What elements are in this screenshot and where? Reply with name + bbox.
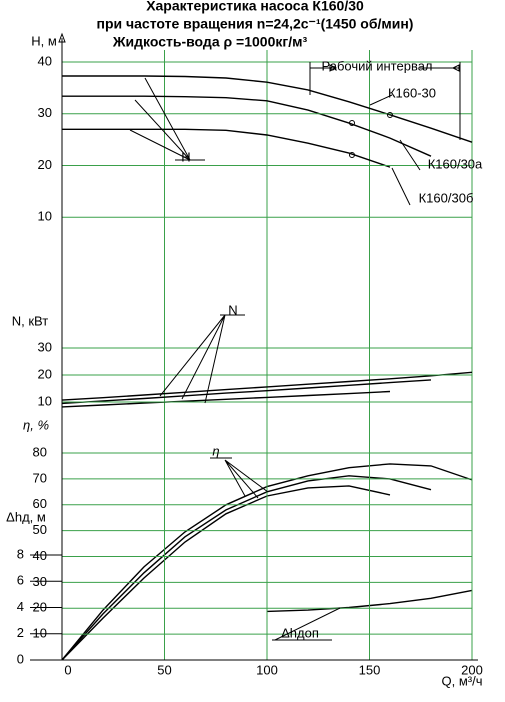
curve	[62, 95, 432, 157]
annotation-leaders	[58, 32, 478, 661]
y2-tick-label: 0	[17, 651, 24, 666]
y-tick-label: 20	[33, 600, 47, 615]
curve	[61, 379, 432, 405]
y-tick-label: 30	[38, 105, 52, 120]
y2-tick-label: 4	[17, 599, 24, 614]
y-tick-label: 70	[33, 470, 47, 485]
y-axis-label: N, кВт	[12, 313, 49, 328]
series-label: К160-30	[388, 85, 436, 100]
y2-tick-label: 6	[17, 573, 24, 588]
curve	[61, 485, 391, 661]
curve	[61, 475, 432, 661]
annotation: H	[181, 149, 190, 164]
y2-axis-label: Δhд, м	[6, 509, 46, 524]
curve	[61, 371, 473, 401]
y-tick-label: 30	[38, 339, 52, 354]
series-label: К160/30а	[428, 156, 483, 171]
y-tick-label: 20	[38, 157, 52, 172]
x-tick-label: 0	[64, 662, 71, 677]
y-tick-label: 40	[38, 53, 52, 68]
curve	[62, 75, 473, 143]
chart-subtitle: Жидкость-вода ρ =1000кг/м³	[112, 34, 308, 50]
y-tick-label: 10	[38, 393, 52, 408]
x-axis-label: Q, м³/ч	[442, 673, 483, 688]
y-tick-label: 40	[33, 548, 47, 563]
annotation: η	[212, 443, 219, 458]
x-tick-label: 50	[157, 662, 171, 677]
y-axis-label: η, %	[23, 417, 49, 432]
x-tick-label: 150	[359, 662, 381, 677]
annotation: N	[228, 302, 237, 317]
y-tick-label: 10	[33, 626, 47, 641]
y-tick-label: 60	[33, 496, 47, 511]
series-label: К160/30б	[419, 190, 474, 205]
y-axis-label: H, м	[31, 33, 57, 48]
chart-title: Характеристика насоса К160/30	[146, 0, 364, 14]
y-tick-label: 30	[33, 574, 47, 589]
curve	[61, 390, 391, 408]
y-tick-label: 20	[38, 366, 52, 381]
y-tick-label: 50	[33, 522, 47, 537]
chart-subtitle: при частоте вращения n=24,2с⁻¹(1450 об/м…	[97, 16, 414, 32]
annotation: Рабочий интервал	[321, 58, 432, 73]
y2-tick-label: 2	[17, 625, 24, 640]
y-tick-label: 10	[38, 209, 52, 224]
y2-tick-label: 8	[17, 546, 24, 561]
x-tick-label: 100	[256, 662, 278, 677]
curve	[62, 128, 391, 168]
x-tick-label: 200	[461, 662, 483, 677]
annotation: Δhдоп	[281, 625, 319, 640]
y-tick-label: 80	[33, 444, 47, 459]
